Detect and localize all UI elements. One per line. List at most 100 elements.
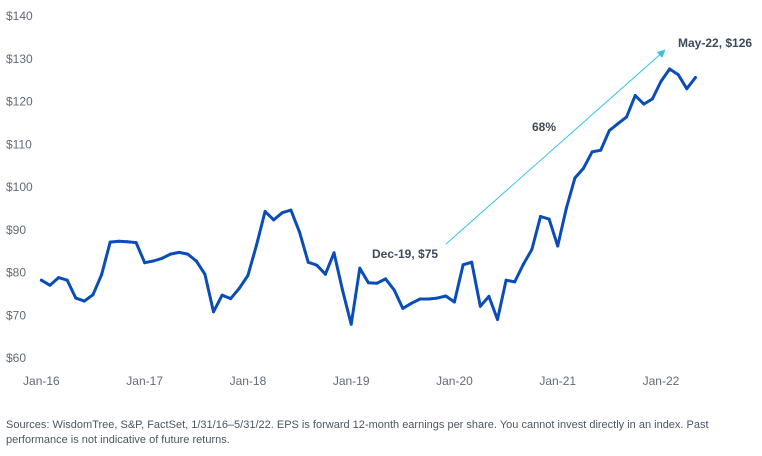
data-point	[366, 281, 370, 285]
data-point	[487, 294, 491, 298]
y-tick-label: $130	[6, 52, 33, 66]
data-points	[39, 67, 697, 326]
data-point	[616, 122, 620, 126]
data-point	[530, 247, 534, 251]
data-point	[401, 306, 405, 310]
data-point	[478, 304, 482, 308]
data-point	[280, 211, 284, 215]
data-point	[693, 76, 697, 80]
data-point	[418, 297, 422, 301]
data-point	[82, 299, 86, 303]
data-point	[151, 259, 155, 263]
data-point	[74, 296, 78, 300]
x-tick-label: Jan-16	[23, 374, 60, 388]
data-point	[48, 283, 52, 287]
data-point	[91, 293, 95, 297]
data-point	[298, 230, 302, 234]
data-point	[496, 318, 499, 321]
x-tick-label: Jan-22	[643, 374, 680, 388]
eps-line-chart: $60$70$80$90$100$110$120$130$140 Jan-16 J…	[6, 9, 752, 388]
data-point	[246, 274, 250, 277]
y-axis: $60 $70 $80 $90 $100 $110 $120 $130 $140	[6, 9, 33, 365]
change-arrow	[445, 49, 666, 245]
data-point	[521, 262, 525, 266]
data-point	[169, 252, 172, 256]
data-point	[160, 256, 164, 260]
data-point	[461, 263, 465, 267]
data-point	[212, 310, 215, 314]
x-tick-label: Jan-18	[230, 374, 267, 388]
data-point	[289, 208, 293, 212]
data-point	[599, 148, 603, 152]
data-point	[444, 294, 448, 298]
data-point	[358, 266, 362, 270]
y-tick-label: $80	[6, 266, 26, 280]
data-point	[607, 129, 611, 133]
y-tick-label: $60	[6, 351, 26, 365]
data-point	[65, 278, 69, 282]
data-point	[582, 166, 585, 170]
x-tick-label: Jan-21	[539, 374, 576, 388]
data-point	[392, 288, 396, 292]
data-point	[255, 243, 258, 247]
data-point	[263, 209, 267, 213]
data-point	[539, 215, 542, 218]
data-point	[332, 251, 336, 255]
data-point	[659, 79, 663, 83]
data-point	[452, 300, 456, 304]
data-point	[177, 250, 181, 254]
data-point	[676, 73, 680, 77]
change-annotation: 68%	[532, 120, 556, 134]
end-annotation: May-22, $126	[678, 36, 752, 50]
data-point	[125, 240, 129, 244]
data-point	[625, 115, 629, 119]
data-point	[642, 102, 646, 106]
data-point	[573, 176, 577, 180]
data-point	[134, 241, 138, 245]
y-tick-label: $90	[6, 223, 26, 237]
data-point	[220, 293, 224, 297]
start-annotation: Dec-19, $75	[372, 247, 438, 261]
data-point	[668, 67, 672, 71]
y-tick-label: $100	[6, 180, 33, 194]
data-point	[186, 252, 190, 256]
data-point	[203, 272, 207, 276]
source-note: Sources: WisdomTree, S&P, FactSet, 1/31/…	[6, 419, 709, 446]
data-point	[504, 278, 508, 282]
data-point	[556, 244, 560, 248]
data-point	[470, 260, 474, 264]
data-point	[341, 289, 345, 292]
data-point	[194, 259, 198, 263]
data-point	[117, 239, 121, 243]
data-point	[229, 297, 233, 301]
x-tick-label: Jan-20	[436, 374, 473, 388]
y-tick-label: $70	[6, 308, 26, 322]
data-point	[427, 297, 431, 301]
data-point	[435, 296, 439, 300]
eps-series-line	[39, 67, 697, 326]
data-point	[57, 276, 61, 280]
x-tick-label: Jan-19	[333, 374, 370, 388]
data-point	[409, 301, 413, 305]
data-point	[39, 278, 43, 282]
data-point	[590, 150, 594, 154]
data-point	[100, 273, 104, 277]
data-point	[315, 263, 319, 267]
data-point	[564, 206, 568, 210]
data-point	[375, 281, 379, 285]
data-point	[272, 218, 276, 222]
x-axis: Jan-16 Jan-17 Jan-18 Jan-19 Jan-20 Jan-21 Jan-…	[23, 374, 680, 388]
data-point	[513, 280, 517, 284]
data-point	[237, 286, 241, 290]
data-point	[323, 272, 327, 276]
y-tick-label: $110	[6, 137, 32, 151]
data-point	[547, 217, 551, 221]
data-point	[108, 240, 112, 244]
data-point	[384, 277, 388, 281]
data-point	[650, 97, 654, 101]
data-point	[685, 87, 689, 91]
data-point	[306, 260, 310, 264]
data-point	[633, 94, 637, 97]
data-point	[349, 322, 353, 326]
y-tick-label: $140	[6, 9, 33, 23]
